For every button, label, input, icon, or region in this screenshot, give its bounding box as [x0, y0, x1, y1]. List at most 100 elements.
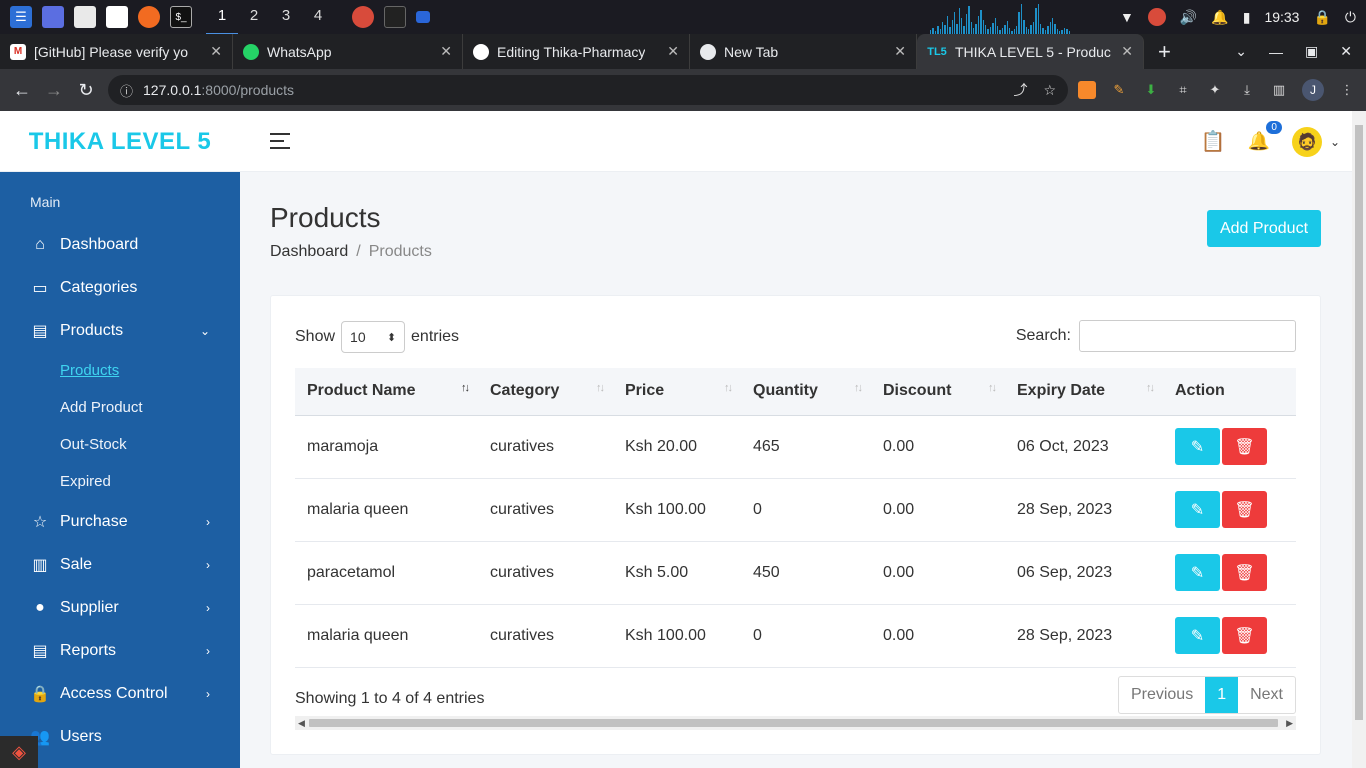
- desktop-icon[interactable]: [42, 6, 64, 28]
- hamburger-menu-icon[interactable]: [270, 133, 290, 154]
- close-tab-icon[interactable]: ✕: [894, 43, 906, 59]
- app-taskbar-icon[interactable]: [416, 11, 430, 23]
- volume-icon[interactable]: 🔊: [1179, 8, 1198, 25]
- edit-button[interactable]: ✎: [1175, 491, 1220, 528]
- minimize-icon[interactable]: —: [1269, 43, 1284, 60]
- delete-button[interactable]: 🗑: [1222, 554, 1267, 591]
- sidebar-item-dashboard[interactable]: ⌂ Dashboard: [0, 223, 240, 266]
- sidebar-item-products[interactable]: ▤ Products ⌄: [0, 309, 240, 352]
- scrollbar-thumb[interactable]: [1355, 125, 1363, 720]
- close-tab-icon[interactable]: ✕: [1121, 43, 1133, 59]
- clipboard-icon[interactable]: 📋: [1200, 131, 1226, 153]
- scrollbar-thumb[interactable]: [309, 719, 1278, 727]
- sort-icon: ↑↓: [988, 382, 997, 395]
- horizontal-scrollbar[interactable]: ◀ ▶: [295, 716, 1296, 730]
- edit-button[interactable]: ✎: [1175, 617, 1220, 654]
- page-vertical-scrollbar[interactable]: [1352, 111, 1366, 768]
- downloads-icon[interactable]: ⤓: [1244, 82, 1250, 97]
- table-cell: curatives: [490, 500, 555, 518]
- chrome-menu-icon[interactable]: ⋮: [1340, 82, 1354, 97]
- sidebar-subitem-expired[interactable]: Expired: [60, 473, 111, 490]
- side-panel-icon[interactable]: ▥: [1272, 82, 1286, 97]
- tab-search-icon[interactable]: ⌄: [1235, 43, 1248, 59]
- lock-tray-icon[interactable]: 🔒: [1313, 8, 1331, 25]
- notification-bell-icon[interactable]: 🔔 0: [1248, 121, 1282, 152]
- pen-extension-icon[interactable]: ✎: [1113, 82, 1125, 97]
- workspace-4[interactable]: 4: [313, 7, 323, 24]
- delete-button[interactable]: 🗑: [1222, 428, 1267, 465]
- delete-button[interactable]: 🗑: [1222, 617, 1267, 654]
- workspace-3[interactable]: 3: [281, 7, 291, 24]
- download-extension-icon[interactable]: ⬇: [1145, 82, 1157, 97]
- sidebar-item-access-control[interactable]: 🔒 Access Control ›: [0, 672, 240, 715]
- brave-extension-icon[interactable]: [1078, 81, 1096, 99]
- brand-logo[interactable]: THIKA LEVEL 5: [28, 127, 212, 155]
- sidebar-item-categories[interactable]: ▭ Categories: [0, 266, 240, 309]
- tab-whatsapp[interactable]: WhatsApp ✕: [233, 34, 463, 69]
- address-bar[interactable]: ⓘ 127.0.0.1:8000/products ⤴ ☆: [108, 75, 1068, 105]
- clock[interactable]: 19:33: [1264, 9, 1300, 25]
- puzzle-icon[interactable]: ✦: [1209, 82, 1221, 97]
- tab-gmail[interactable]: M [GitHub] Please verify yo ✕: [0, 34, 233, 69]
- column-header-expiry-date[interactable]: Expiry Date ↑↓: [1017, 382, 1155, 400]
- close-tab-icon[interactable]: ✕: [440, 43, 452, 59]
- share-icon[interactable]: ⤴: [1013, 82, 1028, 98]
- chrome-taskbar-icon[interactable]: [352, 6, 374, 28]
- entries-select[interactable]: 10: [341, 321, 406, 353]
- sidebar-item-purchase[interactable]: ☆ Purchase ›: [0, 500, 240, 543]
- forward-icon[interactable]: →: [45, 79, 63, 100]
- breadcrumb-link-dashboard[interactable]: Dashboard: [270, 243, 349, 260]
- text-editor-icon[interactable]: [106, 6, 128, 28]
- profile-avatar[interactable]: J: [1302, 79, 1324, 101]
- close-tab-icon[interactable]: ✕: [667, 43, 679, 59]
- scroll-left-arrow-icon[interactable]: ◀: [298, 718, 305, 728]
- tab-github[interactable]: Editing Thika-Pharmacy ✕: [463, 34, 690, 69]
- bookmark-star-icon[interactable]: ☆: [1043, 81, 1056, 98]
- power-icon[interactable]: ⏻: [1344, 8, 1356, 25]
- pagination-next[interactable]: Next: [1250, 686, 1283, 703]
- pagination-page-1[interactable]: 1: [1205, 677, 1239, 713]
- workspace-2[interactable]: 2: [249, 7, 259, 24]
- sidebar-item-reports[interactable]: ▤ Reports ›: [0, 629, 240, 672]
- add-product-button[interactable]: Add Product: [1207, 210, 1321, 247]
- column-header-discount[interactable]: Discount ↑↓: [883, 382, 997, 400]
- screenshot-extension-icon[interactable]: ⌗: [1179, 82, 1187, 97]
- new-tab-icon[interactable]: +: [1158, 38, 1171, 64]
- wifi-icon[interactable]: ▼: [1119, 9, 1134, 25]
- bell-tray-icon[interactable]: 🔔: [1211, 8, 1229, 25]
- column-header-category[interactable]: Category ↑↓: [490, 382, 605, 400]
- file-manager-icon[interactable]: [74, 6, 96, 28]
- delete-button[interactable]: 🗑: [1222, 491, 1267, 528]
- chrome-tray-icon[interactable]: [1147, 8, 1166, 26]
- kali-menu-icon[interactable]: ☰: [10, 6, 32, 28]
- workspace-1[interactable]: 1: [206, 0, 238, 35]
- sidebar-item-sale[interactable]: ▥ Sale ›: [0, 543, 240, 586]
- column-header-price[interactable]: Price ↑↓: [625, 382, 733, 400]
- back-icon[interactable]: ←: [13, 79, 31, 100]
- close-tab-icon[interactable]: ✕: [210, 43, 222, 59]
- edit-button[interactable]: ✎: [1175, 554, 1220, 591]
- tab-newtab[interactable]: New Tab ✕: [690, 34, 917, 69]
- sidebar-subitem-add-product[interactable]: Add Product: [60, 399, 143, 416]
- user-menu[interactable]: 🧔 ⌄: [1291, 126, 1340, 157]
- sidebar-subitem-out-stock[interactable]: Out-Stock: [60, 436, 127, 453]
- terminal-taskbar-icon[interactable]: [384, 6, 406, 28]
- user-avatar[interactable]: 🧔: [1291, 126, 1322, 157]
- firefox-icon[interactable]: [138, 6, 160, 28]
- maximize-icon[interactable]: ▣: [1305, 43, 1319, 59]
- close-window-icon[interactable]: ✕: [1340, 43, 1352, 59]
- sidebar-subitem-products[interactable]: Products: [60, 362, 120, 379]
- info-icon[interactable]: ⓘ: [120, 83, 134, 99]
- column-header-product-name[interactable]: Product Name ↑↓: [307, 382, 470, 400]
- edit-button[interactable]: ✎: [1175, 428, 1220, 465]
- tab-thika[interactable]: TL5 THIKA LEVEL 5 - Produc ✕: [917, 34, 1144, 69]
- laravel-debugbar-icon[interactable]: ◈: [0, 736, 38, 768]
- terminal-icon[interactable]: $_: [170, 6, 192, 28]
- reload-icon[interactable]: ↻: [78, 79, 94, 100]
- scroll-right-arrow-icon[interactable]: ▶: [1286, 718, 1293, 728]
- chevron-down-icon[interactable]: ⌄: [1329, 134, 1340, 149]
- pagination-previous[interactable]: Previous: [1130, 686, 1194, 703]
- sidebar-item-supplier[interactable]: ● Supplier ›: [0, 586, 240, 629]
- column-header-quantity[interactable]: Quantity ↑↓: [753, 382, 863, 400]
- search-input[interactable]: [1079, 320, 1296, 352]
